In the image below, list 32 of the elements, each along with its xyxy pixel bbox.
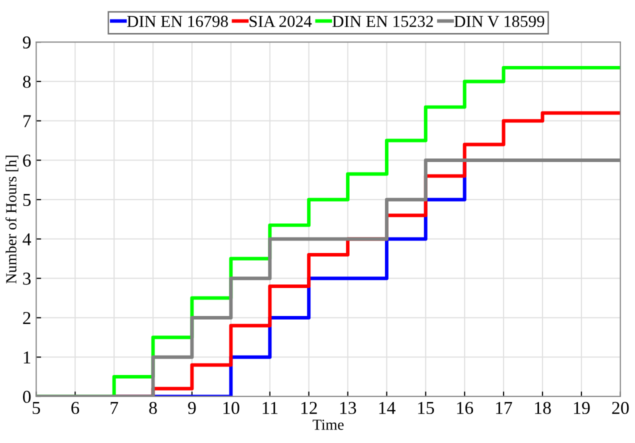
y-tick-label: 0: [22, 390, 31, 403]
legend-label: DIN EN 15232: [332, 16, 433, 28]
y-tick-label: 6: [23, 154, 31, 167]
x-tick-label: 20: [612, 402, 629, 414]
x-tick-label: 17: [496, 402, 512, 414]
x-tick-label: 7: [110, 402, 118, 414]
y-tick-label: 1: [24, 351, 30, 364]
x-tick-label: 18: [535, 402, 551, 414]
x-tick-label: 10: [223, 402, 240, 414]
y-tick-label: 4: [22, 233, 32, 246]
x-tick-label: 15: [418, 402, 434, 414]
x-tick-label: 6: [71, 402, 80, 414]
y-tick-label: 7: [23, 115, 31, 128]
x-tick-label: 9: [188, 402, 196, 414]
x-tick-label: 13: [340, 402, 356, 414]
y-tick-label: 2: [23, 312, 30, 324]
x-tick-label: 16: [457, 402, 474, 414]
x-tick-label: 11: [262, 402, 278, 414]
y-tick-label: 8: [22, 76, 31, 88]
x-tick-label: 12: [301, 402, 317, 414]
x-tick-label: 5: [32, 402, 40, 414]
y-axis-title: Number of Hours [h]: [6, 156, 18, 284]
x-tick-label: 8: [149, 402, 157, 414]
y-tick-label: 9: [22, 36, 31, 49]
y-tick-label: 5: [23, 194, 31, 206]
x-axis-title: Time: [312, 420, 344, 430]
legend-label: DIN V 18599: [454, 16, 544, 28]
x-tick-label: 14: [379, 402, 396, 414]
legend-label: SIA 2024: [250, 16, 312, 28]
x-tick-label: 19: [574, 402, 590, 414]
y-tick-label: 3: [23, 272, 31, 285]
legend-label: DIN EN 16798: [127, 16, 228, 28]
